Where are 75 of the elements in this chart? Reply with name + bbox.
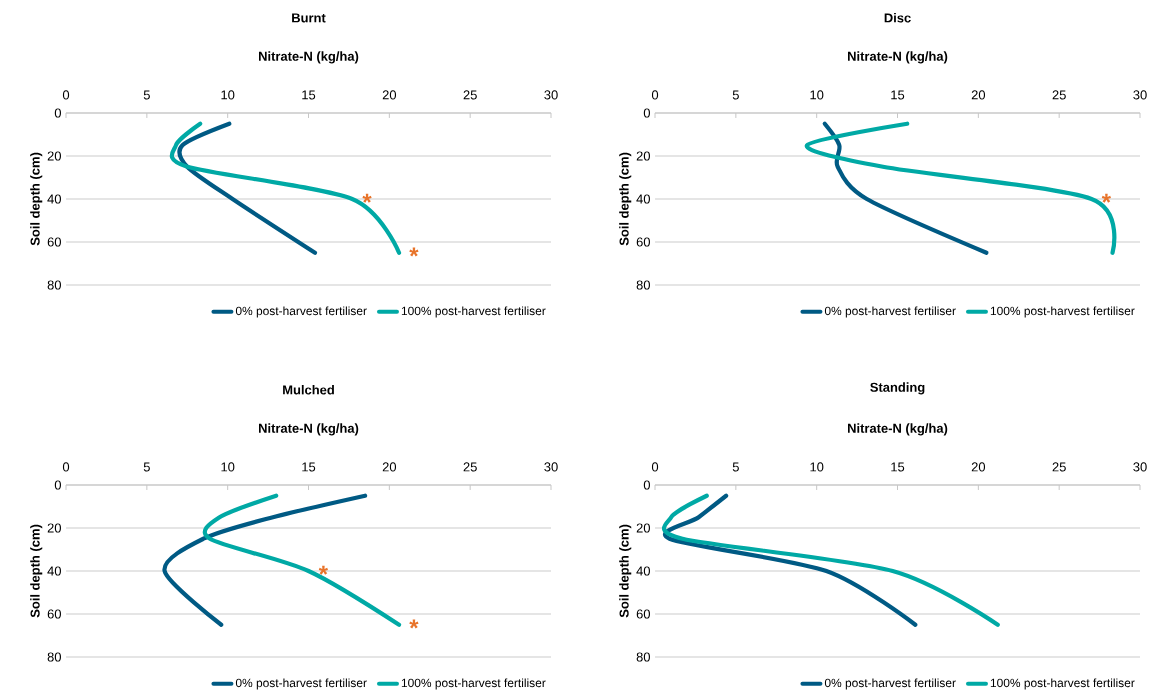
x-tick-label: 10 xyxy=(221,462,235,472)
x-tick-label: 30 xyxy=(544,462,558,472)
chart-title: Disc xyxy=(884,12,911,23)
x-tick-label: 0 xyxy=(651,462,659,472)
x-tick-label: 30 xyxy=(1133,462,1147,472)
y-tick-label: 60 xyxy=(636,237,650,247)
x-tick-label: 25 xyxy=(463,90,477,100)
y-tick-label: 60 xyxy=(636,609,650,619)
annotation: * xyxy=(409,619,419,629)
y-tick-label: 60 xyxy=(47,237,61,247)
legend-label: 0% post-harvest fertiliser xyxy=(824,678,956,690)
x-tick-label: 15 xyxy=(302,90,316,100)
chart-title: Mulched xyxy=(283,384,334,395)
y-axis-title: Soil depth (cm) xyxy=(30,152,43,246)
legend-label: 0% post-harvest fertiliser xyxy=(824,306,956,318)
y-axis-title: Soil depth (cm) xyxy=(619,152,632,246)
x-tick-label: 30 xyxy=(544,90,558,100)
y-tick-label: 20 xyxy=(47,523,61,533)
chart-title: Burnt xyxy=(292,13,326,23)
y-tick-label: 80 xyxy=(636,280,650,290)
x-tick-label: 20 xyxy=(382,462,397,472)
x-tick-label: 20 xyxy=(971,90,986,100)
x-tick-label: 20 xyxy=(382,90,397,100)
legend-label: 100% post-harvest fertiliser xyxy=(990,306,1135,318)
chart-title: Standing xyxy=(870,382,925,395)
annotation: * xyxy=(318,565,328,575)
annotation: * xyxy=(409,247,419,257)
annotation: * xyxy=(362,193,372,203)
x-tick-label: 5 xyxy=(143,90,150,100)
legend-label: 100% post-harvest fertiliser xyxy=(401,678,546,690)
x-axis-title: Nitrate-N (kg/ha) xyxy=(259,51,359,64)
x-tick-label: 25 xyxy=(1052,90,1066,100)
y-axis-title: Soil depth (cm) xyxy=(619,524,632,618)
line-series xyxy=(822,121,989,255)
y-tick-label: 80 xyxy=(47,652,61,662)
legend-label: 0% post-harvest fertiliser xyxy=(235,306,367,318)
x-tick-label: 0 xyxy=(651,90,659,100)
y-tick-label: 80 xyxy=(47,280,61,290)
x-tick-label: 15 xyxy=(891,462,905,472)
line-series xyxy=(162,493,368,627)
x-tick-label: 15 xyxy=(891,90,905,100)
x-tick-label: 25 xyxy=(1052,462,1066,472)
x-tick-label: 0 xyxy=(62,462,70,472)
y-tick-label: 40 xyxy=(47,194,61,204)
y-tick-label: 0 xyxy=(54,108,61,118)
x-tick-label: 30 xyxy=(1133,90,1147,100)
legend-label: 0% post-harvest fertiliser xyxy=(235,678,367,690)
legend-label: 100% post-harvest fertiliser xyxy=(990,678,1135,690)
y-tick-label: 0 xyxy=(54,480,61,490)
x-tick-label: 20 xyxy=(971,462,986,472)
x-tick-label: 10 xyxy=(810,462,824,472)
y-tick-label: 20 xyxy=(636,151,650,161)
x-tick-label: 10 xyxy=(221,90,235,100)
x-axis-title: Nitrate-N (kg/ha) xyxy=(848,51,948,64)
x-axis-title: Nitrate-N (kg/ha) xyxy=(848,423,948,436)
y-tick-label: 60 xyxy=(47,609,61,619)
x-tick-label: 0 xyxy=(62,90,70,100)
y-tick-label: 40 xyxy=(636,194,650,204)
y-tick-label: 40 xyxy=(636,566,650,576)
y-tick-label: 20 xyxy=(47,151,61,161)
x-tick-label: 5 xyxy=(143,462,150,472)
y-axis-title: Soil depth (cm) xyxy=(30,524,43,618)
legend-label: 100% post-harvest fertiliser xyxy=(401,306,546,318)
y-tick-label: 20 xyxy=(636,523,650,533)
y-tick-label: 0 xyxy=(643,108,650,118)
x-axis-title: Nitrate-N (kg/ha) xyxy=(259,423,359,436)
x-tick-label: 15 xyxy=(302,462,316,472)
annotation: * xyxy=(1101,193,1111,203)
x-tick-label: 5 xyxy=(732,462,739,472)
x-tick-label: 5 xyxy=(732,90,739,100)
x-tick-label: 10 xyxy=(810,90,824,100)
y-tick-label: 80 xyxy=(636,652,650,662)
y-tick-label: 40 xyxy=(47,566,61,576)
y-tick-label: 0 xyxy=(643,480,650,490)
x-tick-label: 25 xyxy=(463,462,477,472)
